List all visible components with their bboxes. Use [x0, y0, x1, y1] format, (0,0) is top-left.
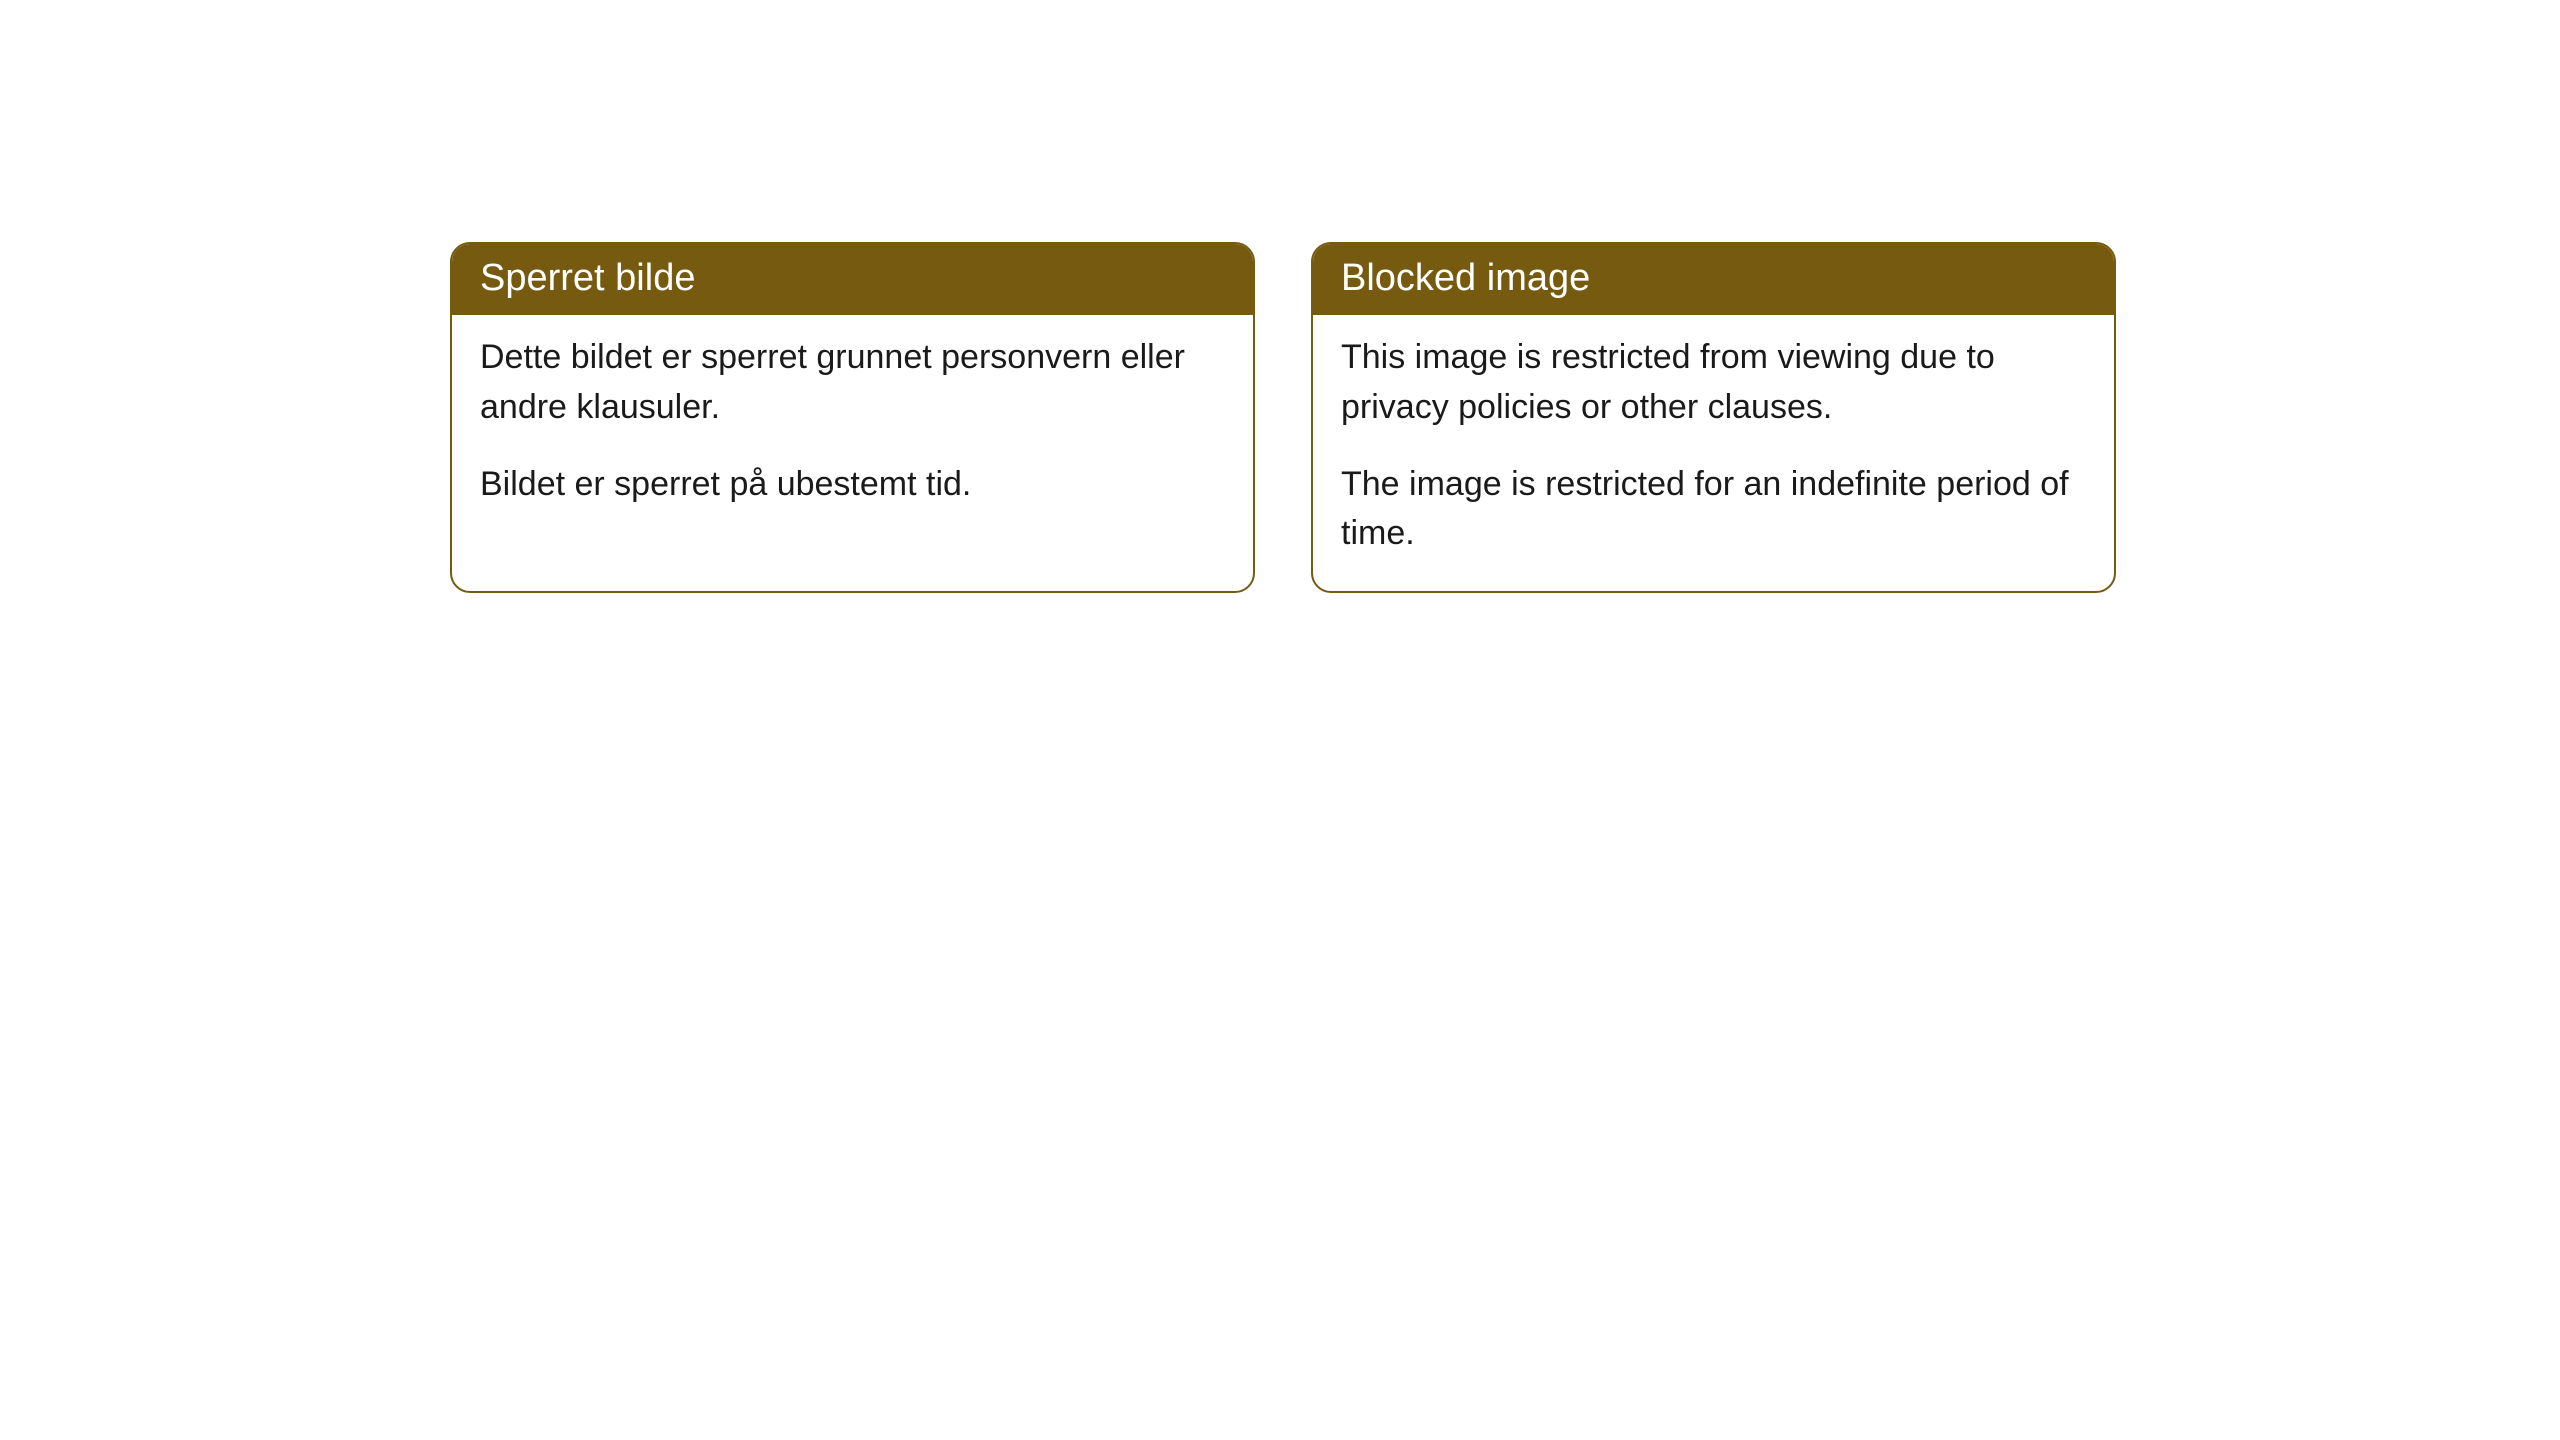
notice-header-english: Blocked image: [1313, 244, 2114, 315]
notice-header-norwegian: Sperret bilde: [452, 244, 1253, 315]
notice-cards-container: Sperret bilde Dette bildet er sperret gr…: [0, 0, 2560, 593]
notice-paragraph: The image is restricted for an indefinit…: [1341, 460, 2086, 559]
notice-body-norwegian: Dette bildet er sperret grunnet personve…: [452, 315, 1253, 541]
notice-body-english: This image is restricted from viewing du…: [1313, 315, 2114, 590]
notice-card-norwegian: Sperret bilde Dette bildet er sperret gr…: [450, 242, 1255, 593]
notice-paragraph: Dette bildet er sperret grunnet personve…: [480, 333, 1225, 432]
notice-paragraph: Bildet er sperret på ubestemt tid.: [480, 460, 1225, 509]
notice-card-english: Blocked image This image is restricted f…: [1311, 242, 2116, 593]
notice-paragraph: This image is restricted from viewing du…: [1341, 333, 2086, 432]
